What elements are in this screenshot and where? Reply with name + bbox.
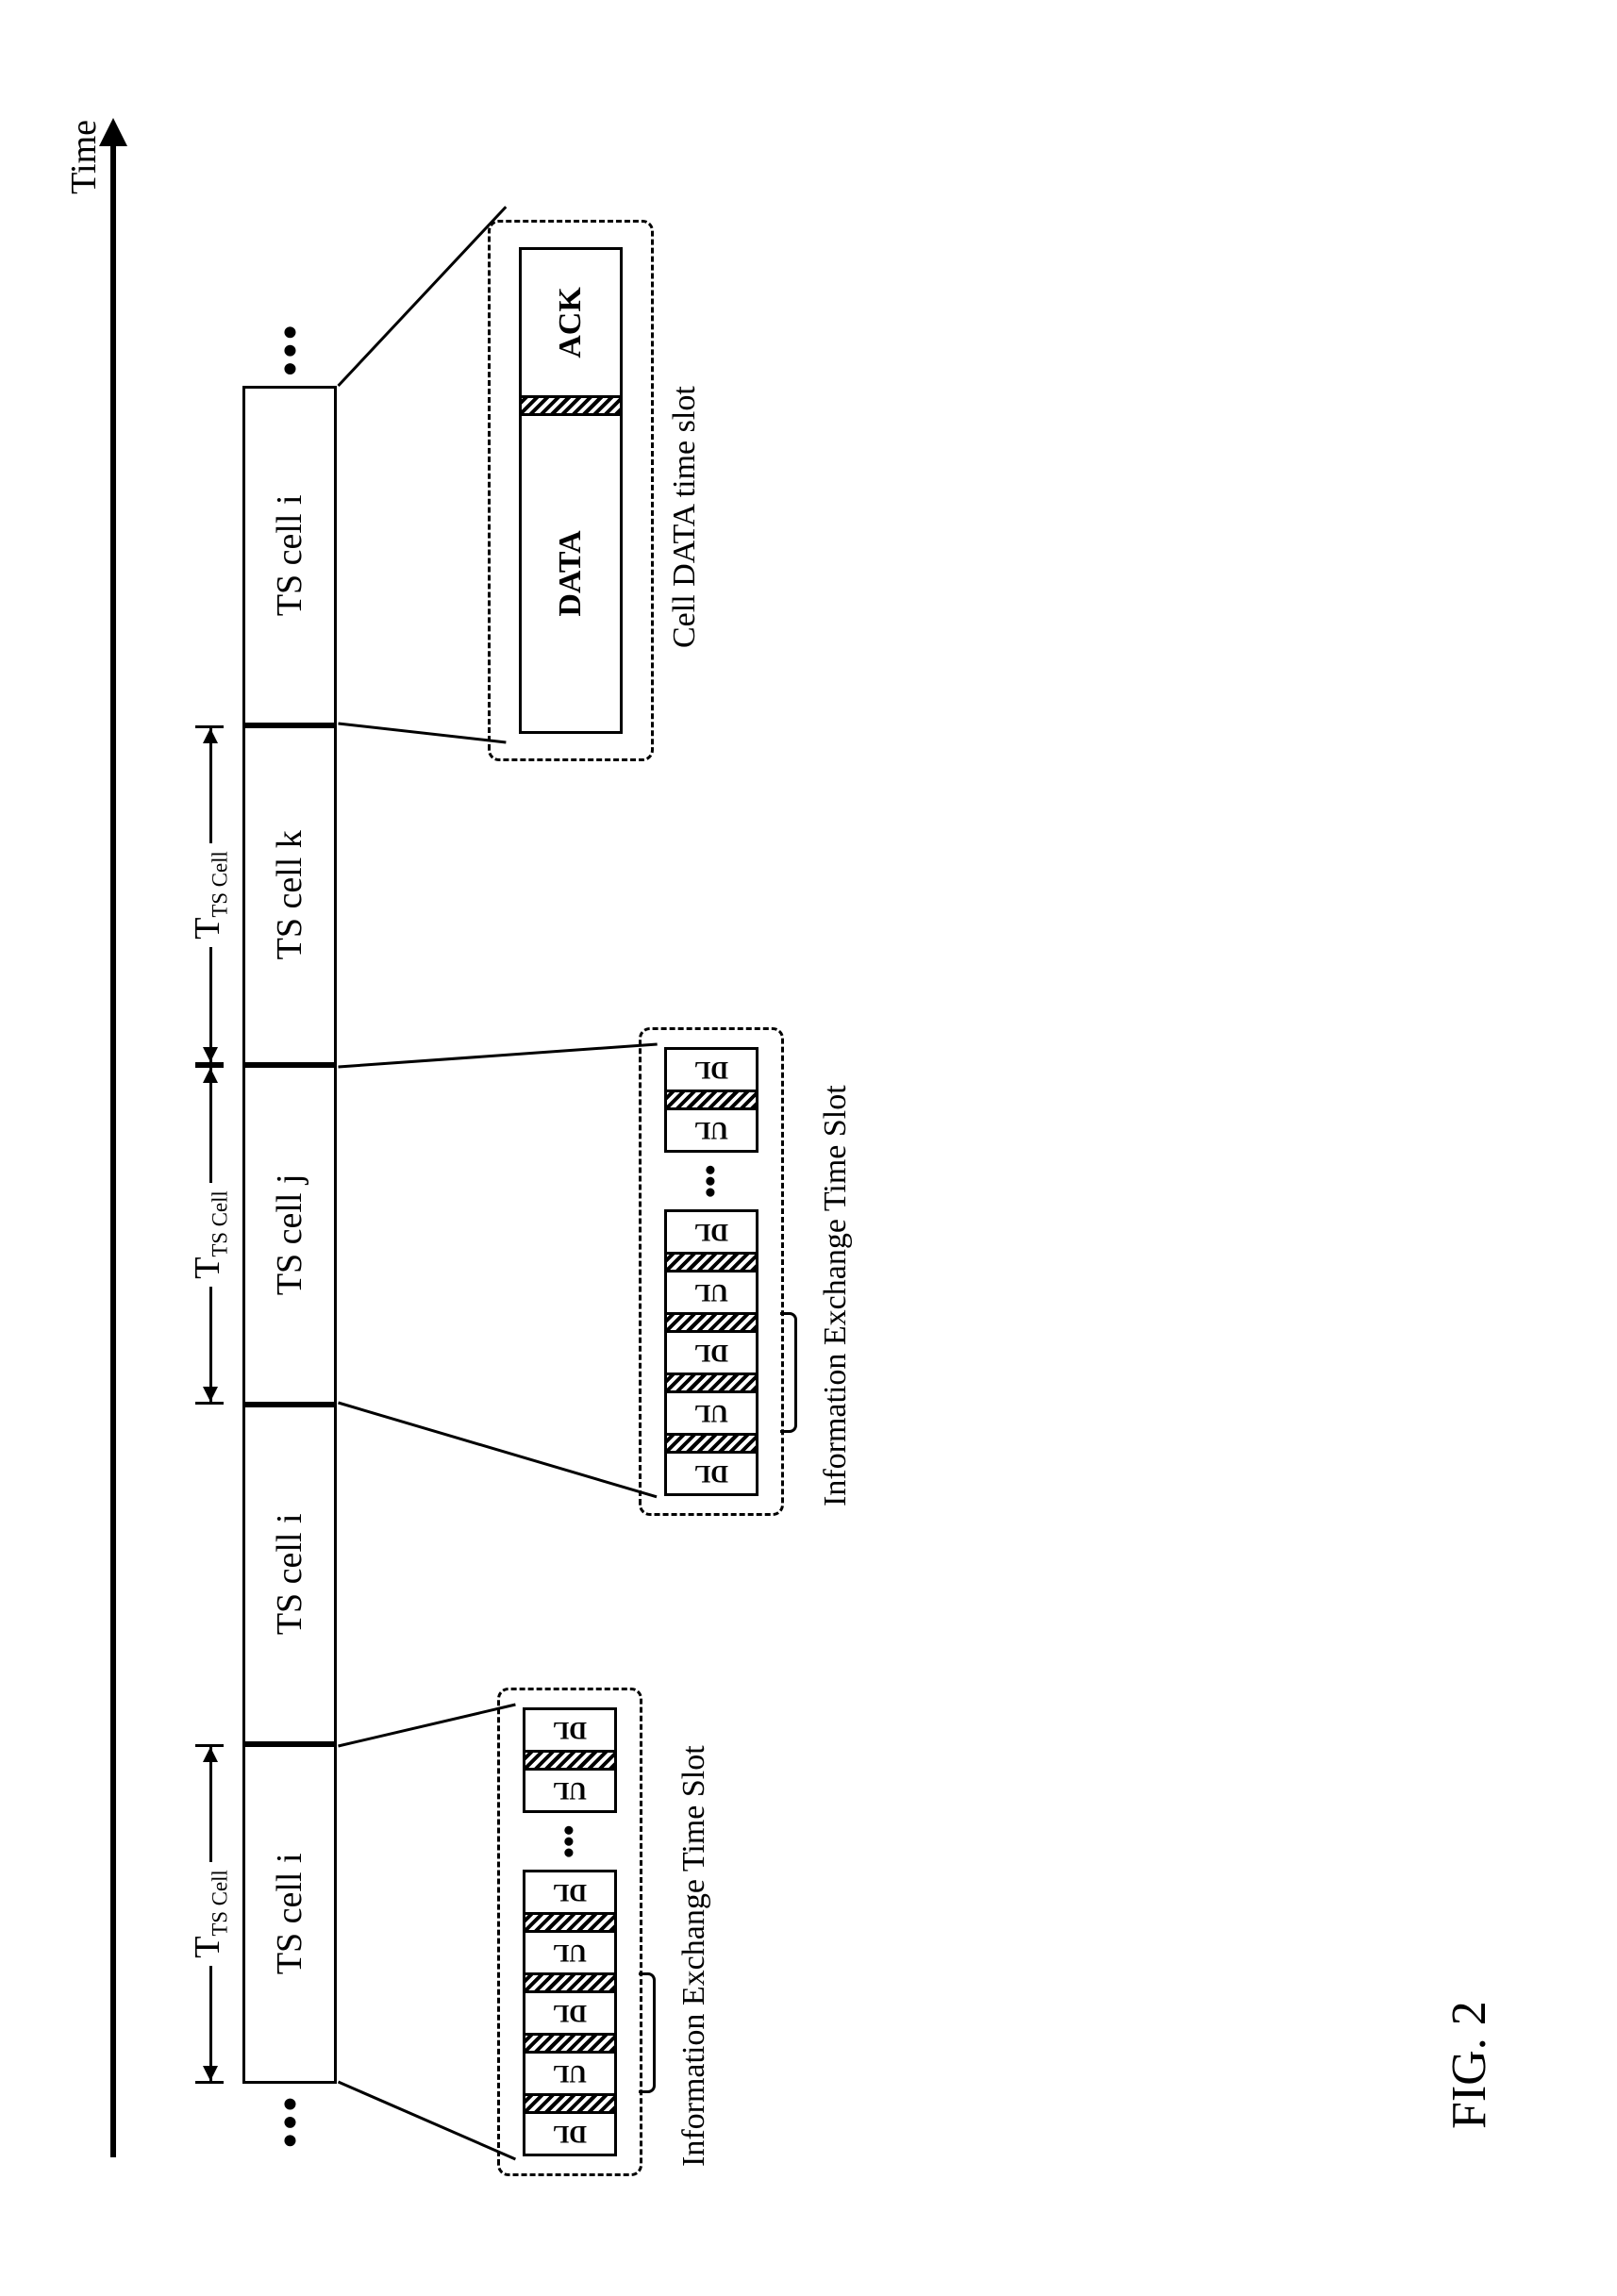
ul-subslot: UL (523, 1768, 617, 1813)
figure-label: FIG. 2 (1442, 2001, 1497, 2129)
time-axis-label: Time (63, 120, 105, 194)
dl-subslot: DL (523, 1990, 617, 2036)
ellipsis: ••• (552, 1813, 588, 1870)
guard-hatch (523, 2096, 617, 2111)
ul-subslot: UL (664, 1390, 758, 1436)
dl-subslot: DL (664, 1047, 758, 1092)
dl-subslot: DL (523, 1870, 617, 1915)
callout-line (338, 1704, 516, 1748)
dl-subslot: DL (664, 1451, 758, 1496)
dl-subslot: DL (523, 1707, 617, 1753)
callout-line (338, 723, 506, 744)
bracket (639, 1972, 656, 2093)
guard-hatch (523, 2036, 617, 2051)
info-exchange-slot: DLULDLULDL•••ULDL (497, 1688, 642, 2176)
callout-line (338, 2081, 516, 2161)
guard-hatch (664, 1315, 758, 1330)
guard-hatch (664, 1255, 758, 1270)
ul-subslot: UL (523, 2051, 617, 2096)
ul-subslot: UL (523, 1930, 617, 1975)
guard-hatch (523, 1753, 617, 1768)
guard-hatch (664, 1092, 758, 1107)
timeslot-cell: TS cell i (242, 1405, 337, 1744)
guard-hatch (523, 1975, 617, 1990)
dimension-span: TTS Cell (195, 1065, 224, 1405)
dimension-span: TTS Cell (195, 725, 224, 1065)
ellipsis: ••• (693, 1153, 729, 1209)
dl-subslot: DL (664, 1330, 758, 1375)
diagram: Time TTS CellTTS CellTTS Cell ••• TS cel… (54, 63, 1563, 2233)
ack-segment: ACK (519, 247, 623, 398)
guard-hatch (519, 398, 623, 413)
callout-line (338, 1402, 658, 1499)
info-exchange-label: Information Exchange Time Slot (818, 1085, 854, 1506)
ellipsis: ••• (266, 2084, 314, 2157)
ul-subslot: UL (664, 1270, 758, 1315)
timeslot-cell: TS cell i (242, 386, 337, 725)
time-axis (110, 139, 116, 2157)
timeslot-cell: TS cell i (242, 1744, 337, 2084)
info-exchange-label: Information Exchange Time Slot (676, 1745, 712, 2167)
cell-data-label: Cell DATA time slot (667, 386, 703, 648)
timeslot-cell: TS cell j (242, 1065, 337, 1405)
cell-data-slot: DATA ACK (488, 220, 654, 761)
dl-subslot: DL (664, 1209, 758, 1255)
callout-line (338, 1043, 657, 1069)
dl-subslot: DL (523, 2111, 617, 2156)
timeslot-row: ••• TS cell iTS cell iTS cell jTS cell k… (242, 312, 337, 2157)
data-segment: DATA (519, 413, 623, 734)
info-exchange-slot: DLULDLULDL•••ULDL (639, 1027, 784, 1516)
guard-hatch (664, 1375, 758, 1390)
bracket (780, 1312, 797, 1433)
guard-hatch (523, 1915, 617, 1930)
timeslot-cell: TS cell k (242, 725, 337, 1065)
dimension-span: TTS Cell (195, 1744, 224, 2084)
guard-hatch (664, 1436, 758, 1451)
callout-line (337, 206, 507, 387)
ul-subslot: UL (664, 1107, 758, 1153)
ellipsis: ••• (266, 312, 314, 386)
